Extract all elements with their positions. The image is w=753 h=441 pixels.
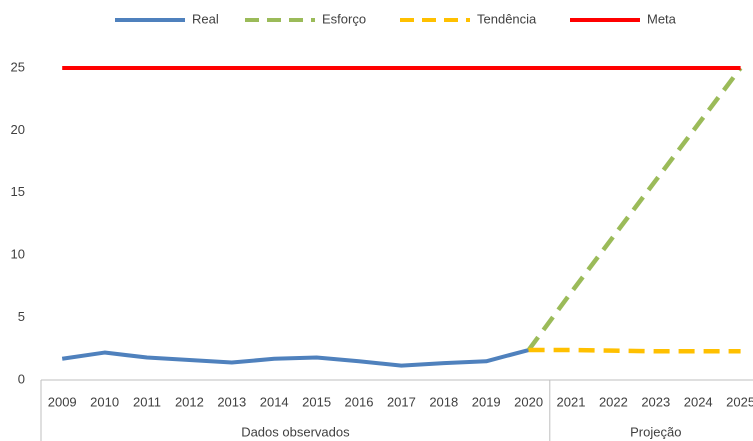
series-line	[528, 347, 741, 354]
series-line	[61, 348, 530, 368]
x-tick-label: 2023	[641, 394, 670, 409]
x-tick-label: 2014	[260, 394, 289, 409]
x-tick-label: 2022	[599, 394, 628, 409]
x-tick-label: 2018	[429, 394, 458, 409]
x-tick-label: 2021	[557, 394, 586, 409]
y-tick-label: 0	[18, 371, 25, 386]
x-tick-label: 2015	[302, 394, 331, 409]
y-tick-label: 5	[18, 309, 25, 324]
x-tick-label: 2024	[684, 394, 713, 409]
x-tick-label: 2017	[387, 394, 416, 409]
legend-label: Esforço	[322, 11, 366, 26]
x-tick-label: 2011	[133, 394, 161, 409]
x-tick-label: 2010	[90, 394, 119, 409]
x-tick-label: 2020	[514, 394, 543, 409]
x-tick-label: 2009	[48, 394, 77, 409]
legend-label: Meta	[647, 11, 677, 26]
x-tick-label: 2019	[472, 394, 501, 409]
x-tick-label: 2016	[345, 394, 374, 409]
x-tick-label: 2025	[726, 394, 753, 409]
y-tick-label: 25	[11, 59, 25, 74]
legend-label: Tendência	[477, 11, 537, 26]
y-tick-label: 15	[11, 184, 25, 199]
x-tick-label: 2012	[175, 394, 204, 409]
series-line	[526, 66, 743, 352]
group-label: Dados observados	[241, 424, 350, 439]
legend-label: Real	[192, 11, 219, 26]
group-label: Projeção	[630, 424, 681, 439]
x-tick-label: 2013	[217, 394, 246, 409]
y-tick-label: 10	[11, 247, 25, 262]
y-tick-label: 20	[11, 122, 25, 137]
